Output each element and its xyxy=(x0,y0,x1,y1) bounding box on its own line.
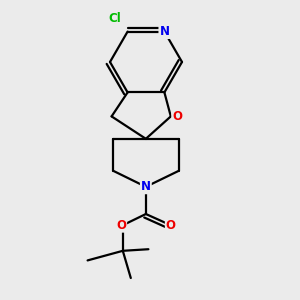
Text: N: N xyxy=(159,25,170,38)
Text: Cl: Cl xyxy=(108,12,121,25)
Text: O: O xyxy=(166,219,176,232)
Text: O: O xyxy=(116,219,126,232)
Text: N: N xyxy=(141,180,151,193)
Text: O: O xyxy=(172,110,182,123)
